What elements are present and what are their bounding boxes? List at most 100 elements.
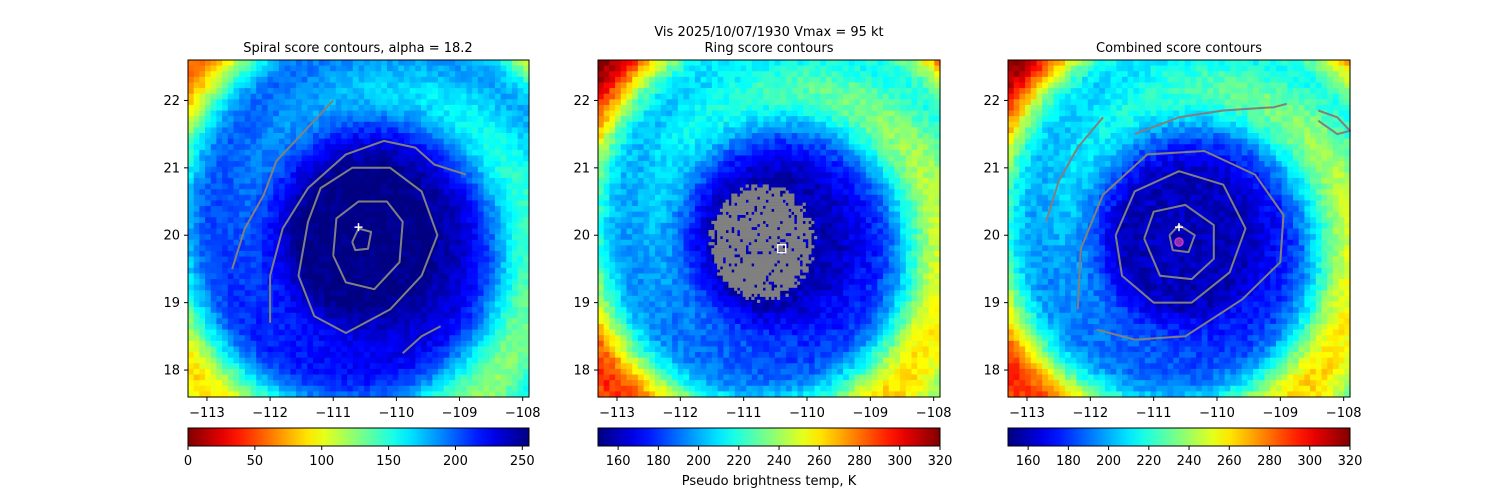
mask-cell xyxy=(796,254,801,258)
mask-cell xyxy=(771,242,775,246)
mask-cell xyxy=(796,208,801,212)
mask-cell xyxy=(734,242,738,246)
panel-title: Spiral score contours, alpha = 18.2 xyxy=(243,41,472,56)
mask-cell xyxy=(762,245,766,249)
mask-cell xyxy=(811,220,815,225)
mask-cell xyxy=(734,223,738,228)
mask-cell xyxy=(748,226,752,231)
mask-cell xyxy=(805,260,809,264)
mask-cell xyxy=(728,226,732,231)
x-tick-label: −110 xyxy=(789,406,825,421)
mask-cell xyxy=(762,229,766,234)
mask-cell xyxy=(765,263,769,267)
mask-cell xyxy=(748,248,752,252)
colorbar-tick-label: 200 xyxy=(686,454,711,469)
mask-cell xyxy=(768,211,772,215)
mask-cell xyxy=(759,254,764,258)
mask-cell xyxy=(742,232,746,237)
mask-cell xyxy=(782,226,786,231)
mask-cell xyxy=(742,220,746,225)
mask-cell xyxy=(742,239,746,243)
mask-cell xyxy=(759,223,764,228)
mask-cell xyxy=(771,263,775,267)
mask-cell xyxy=(754,257,758,261)
mask-cell xyxy=(762,278,766,282)
mask-cell xyxy=(771,236,775,240)
mask-cell xyxy=(771,272,775,276)
mask-cell xyxy=(788,260,792,264)
mask-cell xyxy=(748,199,752,203)
mask-cell xyxy=(791,254,795,258)
mask-cell xyxy=(799,205,803,209)
mask-cell xyxy=(802,217,806,222)
mask-cell xyxy=(737,263,741,267)
mask-cell xyxy=(765,296,769,300)
mask-cell xyxy=(796,205,801,209)
mask-cell xyxy=(802,242,806,246)
mask-cell xyxy=(774,254,778,258)
mask-cell xyxy=(737,290,741,294)
mask-cell xyxy=(756,248,761,252)
mask-cell xyxy=(731,275,735,279)
mask-cell xyxy=(788,220,792,225)
mask-cell xyxy=(765,257,769,261)
mask-cell xyxy=(756,217,761,222)
mask-cell xyxy=(748,205,752,209)
mask-cell xyxy=(765,236,769,240)
x-tick-label: −111 xyxy=(726,406,762,421)
mask-cell xyxy=(774,242,778,246)
mask-cell xyxy=(785,229,789,234)
mask-cell xyxy=(717,245,721,249)
mask-cell xyxy=(734,211,738,215)
mask-cell xyxy=(725,205,729,209)
colorbar-label: Pseudo brightness temp, K xyxy=(682,474,857,489)
mask-cell xyxy=(762,208,766,212)
mask-cell xyxy=(776,287,781,291)
mask-cell xyxy=(748,229,752,234)
mask-cell xyxy=(782,254,786,258)
mask-cell xyxy=(748,272,752,276)
mask-cell xyxy=(722,239,727,243)
mask-cell xyxy=(776,196,781,200)
mask-cell xyxy=(751,239,755,243)
mask-cell xyxy=(739,248,744,252)
mask-cell xyxy=(771,199,775,203)
mask-cell xyxy=(737,211,741,215)
mask-cell xyxy=(776,278,781,282)
mask-cell xyxy=(722,232,727,237)
mask-cell xyxy=(745,208,749,212)
mask-cell xyxy=(776,211,781,215)
axes-frame xyxy=(187,59,530,398)
mask-cell xyxy=(737,281,741,285)
mask-cell xyxy=(779,254,784,258)
y-axis: 18 19 20 21 22 xyxy=(163,94,188,379)
mask-cell xyxy=(785,193,789,197)
mask-cell xyxy=(748,290,752,294)
mask-cell xyxy=(739,202,744,206)
mask-cell xyxy=(768,223,772,228)
mask-cell xyxy=(785,239,789,243)
mask-cell xyxy=(759,236,764,240)
mask-cell xyxy=(794,266,798,270)
mask-cell xyxy=(785,254,789,258)
mask-cell xyxy=(771,296,775,300)
mask-cell xyxy=(762,242,766,246)
mask-cell xyxy=(785,208,789,212)
mask-cell xyxy=(717,236,721,240)
mask-cell xyxy=(751,217,755,222)
mask-cell xyxy=(717,229,721,234)
mask-cell xyxy=(754,229,758,234)
mask-cell xyxy=(782,202,786,206)
mask-cell xyxy=(756,284,761,288)
mask-cell xyxy=(742,260,746,264)
mask-cell xyxy=(734,236,738,240)
mask-cell xyxy=(754,290,758,294)
colorbar: 160 180 200 220 240 260 280 300 320 xyxy=(1007,427,1362,469)
mask-cell xyxy=(751,272,755,276)
mask-cell xyxy=(739,226,744,231)
contour-outer-arc-west xyxy=(231,99,334,270)
mask-cell xyxy=(731,251,735,255)
mask-cell xyxy=(717,239,721,243)
mask-cell xyxy=(776,208,781,212)
mask-cell xyxy=(722,248,727,252)
